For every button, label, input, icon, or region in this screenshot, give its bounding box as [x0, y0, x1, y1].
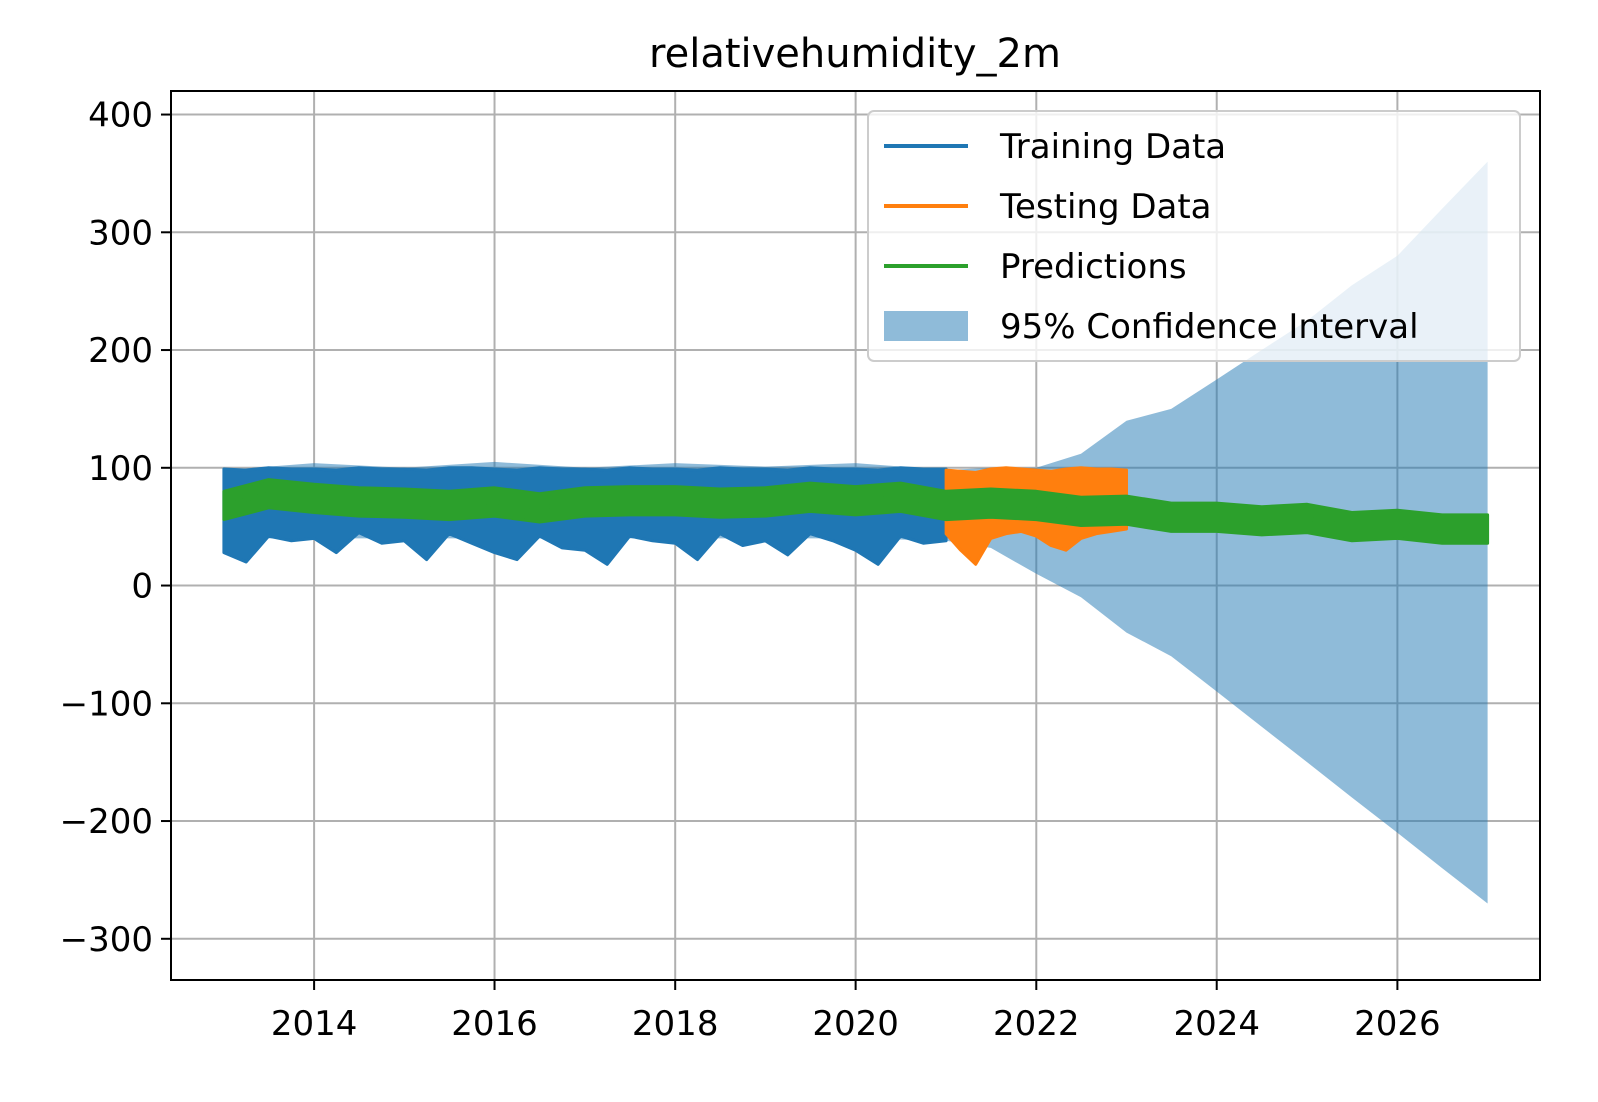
legend-swatch-95-confidence-interval — [884, 311, 968, 341]
x-tick-label: 2016 — [451, 1004, 538, 1044]
legend-label-training-data: Training Data — [999, 127, 1226, 167]
series-lines — [222, 466, 1490, 566]
legend-label-95-confidence-interval: 95% Confidence Interval — [1000, 307, 1419, 347]
y-tick-label: 300 — [88, 213, 153, 253]
y-tick-label: −100 — [60, 684, 153, 724]
x-tick-label: 2018 — [632, 1004, 719, 1044]
series-predictions-line — [223, 491, 1488, 531]
y-tick-label: 100 — [88, 449, 153, 489]
legend-label-testing-data: Testing Data — [999, 187, 1212, 227]
x-tick-label: 2014 — [271, 1004, 358, 1044]
x-tick-label: 2022 — [993, 1004, 1080, 1044]
y-tick-label: 400 — [88, 96, 153, 136]
axes: 2014 2016 2018 2020 2022 2024 2026 400 300 200 100… — [60, 96, 1441, 1044]
series-predictions — [222, 478, 1490, 545]
legend-box — [867, 110, 1521, 362]
x-tick-label: 2024 — [1173, 1004, 1260, 1044]
legend: Training Data Testing Data Predictions 95% … — [867, 110, 1521, 362]
y-tick-label: −300 — [60, 920, 153, 960]
y-tick-label: 0 — [131, 567, 153, 607]
y-tick-label: 200 — [88, 331, 153, 371]
x-tick-label: 2020 — [812, 1004, 899, 1044]
chart-title: relativehumidity_2m — [649, 31, 1061, 77]
legend-label-predictions: Predictions — [1000, 247, 1187, 287]
x-tick-label: 2026 — [1354, 1004, 1441, 1044]
y-tick-label: −200 — [60, 802, 153, 842]
